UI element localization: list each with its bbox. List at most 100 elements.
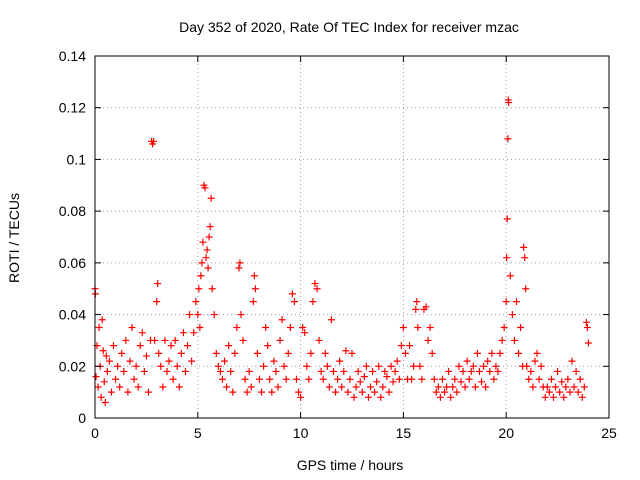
data-point — [309, 298, 317, 306]
data-point — [292, 375, 300, 383]
data-point — [350, 393, 358, 401]
data-point — [381, 367, 389, 375]
x-tick-label: 0 — [91, 425, 99, 441]
data-point — [367, 383, 375, 391]
data-point — [510, 336, 518, 344]
data-point — [473, 349, 481, 357]
data-point — [459, 367, 467, 375]
data-point — [385, 388, 393, 396]
data-point — [305, 375, 313, 383]
data-point — [500, 324, 508, 331]
data-point — [99, 347, 107, 355]
data-point — [406, 342, 414, 350]
data-point — [354, 367, 362, 375]
data-point — [194, 311, 202, 319]
data-point — [377, 393, 385, 401]
data-point — [556, 388, 564, 396]
data-point — [344, 388, 352, 396]
data-point — [295, 388, 303, 396]
data-point — [107, 388, 115, 396]
data-point — [436, 393, 444, 401]
data-point — [346, 375, 354, 383]
data-point — [430, 375, 438, 383]
data-point — [132, 362, 140, 370]
data-point — [453, 388, 461, 396]
data-point — [502, 298, 510, 306]
data-point — [541, 393, 549, 401]
data-point — [140, 367, 148, 375]
y-tick-label: 0.08 — [59, 203, 86, 219]
data-point — [552, 383, 560, 391]
data-point — [413, 298, 421, 306]
data-point — [216, 367, 224, 375]
data-point — [95, 324, 103, 331]
data-point — [329, 367, 337, 375]
data-point — [98, 316, 106, 324]
data-point — [531, 357, 539, 365]
data-point — [373, 378, 381, 386]
data-point — [201, 184, 209, 192]
data-point — [445, 367, 453, 375]
data-point — [195, 285, 203, 293]
data-point — [564, 375, 572, 383]
data-point — [412, 305, 420, 313]
data-point — [301, 329, 309, 337]
data-point — [387, 362, 395, 370]
data-point — [451, 375, 459, 383]
x-tick-label: 15 — [396, 425, 412, 441]
data-point — [545, 388, 553, 396]
data-point — [383, 373, 391, 381]
data-point — [212, 349, 220, 357]
data-point — [203, 246, 211, 254]
data-point — [249, 298, 257, 306]
data-point — [521, 254, 529, 262]
y-tick-label: 0.04 — [59, 307, 86, 323]
data-point — [142, 352, 150, 360]
data-point — [97, 393, 105, 401]
data-point — [321, 349, 329, 357]
data-point — [274, 383, 282, 391]
data-point — [443, 383, 451, 391]
data-point — [101, 398, 109, 406]
data-point — [231, 349, 239, 357]
data-point — [307, 349, 315, 357]
data-point — [471, 383, 479, 391]
data-point — [190, 329, 198, 337]
data-point — [262, 324, 270, 331]
data-point — [288, 290, 296, 298]
data-point — [490, 375, 498, 383]
data-point — [165, 357, 173, 365]
data-point — [198, 259, 206, 267]
data-point — [323, 362, 331, 370]
data-point — [469, 362, 477, 370]
data-point — [408, 375, 416, 383]
data-point — [364, 393, 372, 401]
data-point — [276, 336, 284, 344]
data-point — [369, 367, 377, 375]
data-point — [237, 311, 245, 319]
data-point — [245, 367, 253, 375]
data-point — [414, 324, 422, 331]
data-point — [236, 259, 244, 267]
data-point — [233, 324, 241, 331]
data-point — [188, 357, 196, 365]
data-point — [463, 357, 471, 365]
data-point — [179, 329, 187, 337]
data-point — [278, 316, 286, 324]
data-point — [529, 383, 537, 391]
data-point — [272, 367, 280, 375]
data-point — [100, 378, 108, 386]
data-point — [317, 367, 325, 375]
data-point — [504, 135, 512, 143]
data-point — [102, 352, 110, 360]
data-point — [562, 383, 570, 391]
data-point — [527, 367, 535, 375]
data-point — [268, 388, 276, 396]
data-point — [475, 367, 483, 375]
data-point — [153, 298, 161, 306]
data-point — [432, 388, 440, 396]
data-point — [122, 336, 130, 344]
data-point — [484, 357, 492, 365]
data-point — [566, 388, 574, 396]
